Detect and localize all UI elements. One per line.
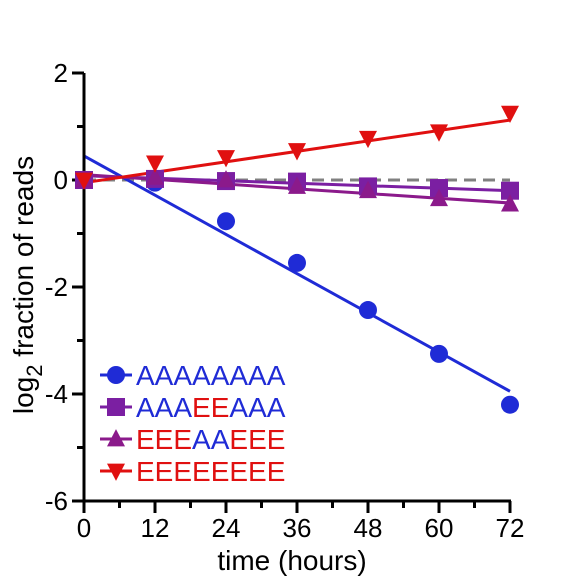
data-point-eeeeeeee	[75, 172, 93, 190]
x-tick-label: 24	[212, 513, 241, 543]
legend-label-eeeeeeee: EEEEEEEE	[136, 456, 285, 487]
legend-label-aaaaaaaa: AAAAAAAA	[136, 360, 286, 391]
legend-label-aaaeeaaa: AAAEEAAA	[136, 392, 286, 423]
data-point-eeeaaeee	[288, 176, 306, 194]
data-point-eeeeeeee	[217, 150, 235, 168]
y-tick-label: 2	[54, 58, 68, 88]
marker-layer	[75, 105, 519, 414]
y-tick-label: -6	[45, 486, 68, 516]
y-axis-label-rest: fraction of reads	[8, 156, 39, 365]
data-point-aaaaaaaa	[359, 301, 377, 320]
data-point-aaaaaaaa	[501, 395, 519, 414]
y-tick-label: -2	[45, 272, 68, 302]
x-tick-label: 60	[425, 513, 454, 543]
data-point-eeeeeeee	[501, 105, 519, 124]
legend-label-segment: AAA	[136, 392, 192, 423]
data-point-aaaaaaaa	[288, 253, 306, 272]
legend-label-eeeaaeee: EEEAAEEE	[136, 424, 285, 455]
x-tick-label: 48	[354, 513, 383, 543]
y-tick-label: -4	[45, 379, 68, 409]
y-axis-label-subscript: 2	[22, 364, 47, 376]
legend-label-segment: AAAAAAAA	[136, 360, 286, 391]
data-point-eeeeeeee	[288, 143, 306, 161]
data-point-aaaeeaaa	[501, 181, 519, 200]
y-tick-label: 0	[54, 165, 68, 195]
legend-label-segment: AA	[192, 424, 230, 455]
legend-label-segment: EE	[192, 392, 229, 423]
x-tick-label: 72	[496, 513, 525, 543]
data-point-aaaaaaaa	[430, 344, 448, 363]
data-point-eeeeeeee	[146, 155, 164, 173]
x-tick-label: 0	[77, 513, 91, 543]
data-point-eeeaaeee	[430, 188, 448, 207]
y-axis-label-main: log	[8, 377, 39, 414]
x-tick-label: 36	[283, 513, 312, 543]
data-point-eeeaaeee	[501, 194, 519, 212]
data-point-eeeaaeee	[359, 180, 377, 199]
data-point-eeeaaeee	[146, 167, 164, 185]
data-point-aaaeeaaa	[430, 179, 448, 198]
legend-label-segment: EEE	[136, 424, 192, 455]
data-point-aaaaaaaa	[217, 212, 235, 231]
legend-marker-eeeaaeee	[107, 429, 125, 447]
data-point-eeeaaeee	[217, 170, 235, 188]
data-point-eeeeeeee	[359, 130, 377, 149]
x-axis-label: time (hours)	[217, 545, 366, 576]
y-axis-label: log2 fraction of reads	[8, 156, 47, 414]
legend-label-segment: AAA	[229, 392, 285, 423]
legend-label-segment: EEEEEEEE	[136, 456, 285, 487]
data-point-eeeeeeee	[430, 124, 448, 142]
legend-marker-aaaeeaaa	[107, 398, 125, 416]
x-tick-label: 12	[141, 513, 170, 543]
legend-marker-aaaaaaaa	[107, 366, 125, 384]
legend-marker-eeeeeeee	[107, 463, 125, 481]
axes-layer: 2 0 -2 -4 -6 0 12 24 36 48 60 72	[45, 58, 525, 543]
legend-label-segment: EEE	[229, 424, 285, 455]
